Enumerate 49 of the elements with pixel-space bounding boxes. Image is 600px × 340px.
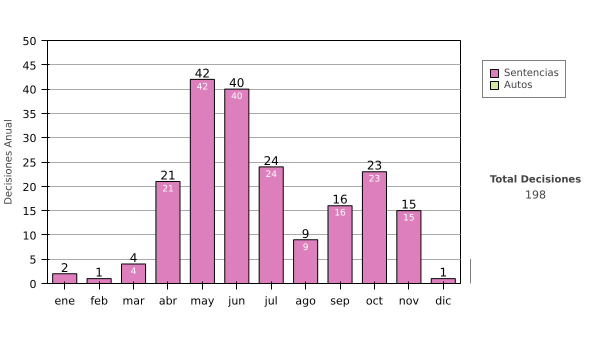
annotation: 21 bbox=[162, 184, 174, 194]
x-tick-label: dic bbox=[435, 294, 452, 308]
data-label: 1 bbox=[95, 266, 103, 280]
data-label: 24 bbox=[264, 154, 279, 168]
data-label: 15 bbox=[401, 198, 417, 212]
y-tick-label: 15 bbox=[22, 205, 37, 218]
y-axis-title: Decisiones Anual bbox=[4, 119, 15, 205]
annotation: 23 bbox=[368, 174, 380, 185]
x-tick-label: abr bbox=[158, 294, 178, 308]
x-tick-label: may bbox=[190, 294, 215, 308]
legend-label: Sentencias bbox=[504, 67, 559, 79]
x-tick-label: oct bbox=[366, 294, 384, 308]
y-tick-label: 5 bbox=[30, 254, 36, 267]
text: 198 bbox=[525, 188, 546, 202]
y-tick-label: 10 bbox=[22, 229, 37, 242]
y-tick-label: 20 bbox=[22, 180, 37, 194]
data-label: 4 bbox=[130, 251, 138, 266]
y-tick-label: 30 bbox=[22, 132, 37, 146]
y-tick-label: 0 bbox=[30, 278, 36, 291]
annotation: 16 bbox=[334, 208, 346, 219]
x-tick-label: mar bbox=[122, 294, 146, 308]
y-tick-label: 25 bbox=[22, 156, 37, 170]
data-label: 16 bbox=[332, 192, 348, 207]
y-tick-label: 35 bbox=[22, 108, 37, 121]
annotation: 9 bbox=[302, 242, 309, 253]
y-tick-label: 40 bbox=[22, 84, 37, 97]
y-tick-label: 45 bbox=[22, 59, 37, 72]
data-label: 42 bbox=[194, 66, 210, 80]
data-label: 2 bbox=[60, 260, 69, 275]
text: Total Decisiones bbox=[490, 174, 582, 186]
data-label: 23 bbox=[366, 158, 382, 173]
data-label: 1 bbox=[439, 266, 448, 280]
data-label: 21 bbox=[160, 168, 176, 182]
y-tick-label: 50 bbox=[22, 35, 37, 48]
annotation: 40 bbox=[231, 92, 243, 102]
annotation: 4 bbox=[130, 267, 137, 278]
legend-label: Autos bbox=[504, 79, 532, 91]
x-tick-label: feb bbox=[90, 294, 108, 308]
x-tick-label: jul bbox=[264, 294, 278, 308]
x-tick-label: jun bbox=[227, 294, 246, 308]
annotation: 15 bbox=[403, 214, 415, 224]
data-label: 40 bbox=[229, 76, 244, 90]
data-label: 9 bbox=[302, 226, 310, 241]
annotation: 42 bbox=[196, 82, 208, 92]
x-tick-label: sep bbox=[330, 294, 350, 308]
x-tick-label: ene bbox=[54, 294, 76, 308]
x-tick-label: ago bbox=[295, 294, 316, 308]
x-tick-label: nov bbox=[398, 294, 420, 308]
annotation: 24 bbox=[265, 170, 278, 180]
